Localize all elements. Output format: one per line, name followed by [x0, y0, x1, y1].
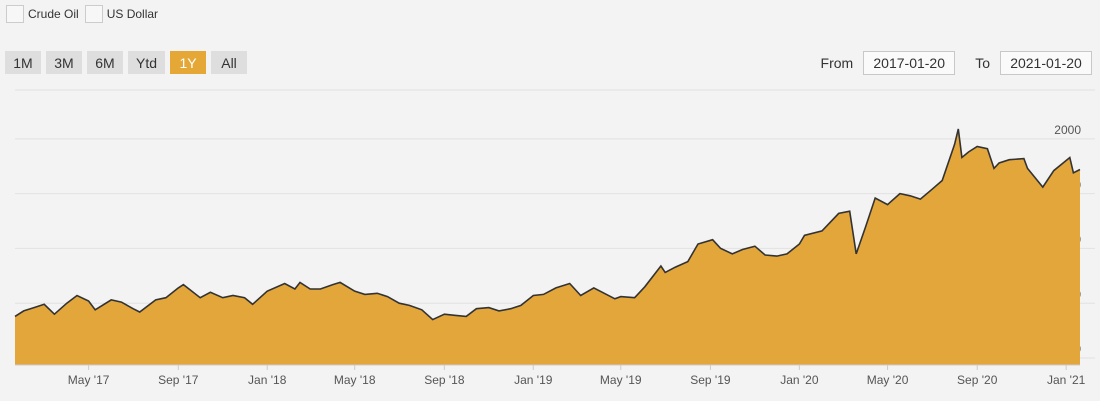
legend-item[interactable]: US Dollar [84, 5, 159, 23]
legend-checkbox [84, 5, 103, 23]
x-tick-label: Sep '20 [957, 373, 998, 387]
legend-checkbox [6, 5, 24, 23]
x-tick-label: Jan '18 [248, 373, 287, 387]
legend-label: US Dollar [106, 7, 159, 21]
range-button[interactable]: 6M [87, 51, 123, 74]
x-tick-label: Sep '17 [158, 373, 199, 387]
x-tick-label: May '17 [68, 373, 110, 387]
legend-label: Crude Oil [28, 7, 79, 21]
from-input[interactable]: 2017-01-20 [863, 51, 956, 75]
x-tick-label: Sep '19 [690, 373, 731, 387]
range-button[interactable]: 1Y [170, 51, 207, 74]
x-tick-label: May '20 [867, 373, 909, 387]
legend-item[interactable]: Crude Oil [6, 5, 79, 23]
range-button[interactable]: 3M [46, 51, 82, 74]
to-input[interactable]: 2021-01-20 [1000, 51, 1092, 75]
range-button[interactable]: 1M [5, 51, 41, 74]
range-buttons: 1M 3M 6M Ytd 1Y All [5, 51, 248, 74]
x-tick-label: Sep '18 [424, 373, 465, 387]
x-tick-label: Jan '19 [514, 373, 553, 387]
to-label: To [975, 55, 990, 71]
x-tick-label: May '18 [334, 373, 376, 387]
from-label: From [820, 55, 854, 71]
range-button[interactable]: All [211, 51, 248, 74]
x-tick-label: Jan '20 [780, 373, 819, 387]
x-tick-label: Jan '21 [1047, 373, 1086, 387]
area [15, 129, 1080, 365]
x-tick-label: May '19 [600, 373, 642, 387]
y-tick-label: 2000 [1054, 123, 1081, 137]
date-range: From 2017-01-20 To 2021-01-20 [821, 51, 1092, 75]
legend: Crude Oil US Dollar [6, 5, 158, 23]
range-button[interactable]: Ytd [128, 51, 166, 74]
line [14, 128, 1081, 321]
